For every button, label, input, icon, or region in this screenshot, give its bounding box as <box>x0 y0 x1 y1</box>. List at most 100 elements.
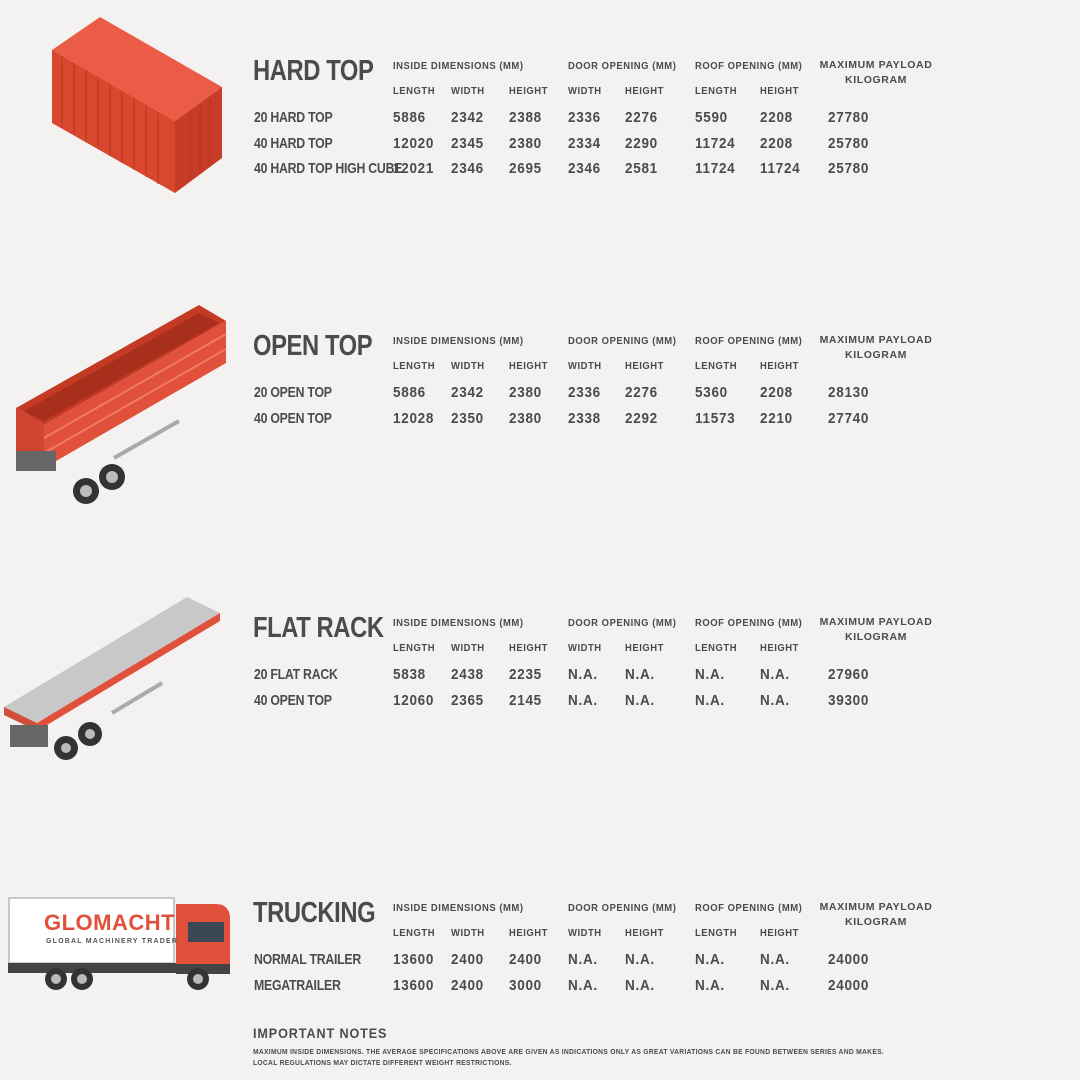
cell-value: 2438 <box>451 666 484 683</box>
cell-value: 2342 <box>451 384 484 401</box>
cell-value: N.A. <box>695 976 725 994</box>
cell-value: 12028 <box>393 409 435 427</box>
cell-value: 2581 <box>625 160 658 177</box>
cell-value: 24000 <box>828 976 870 994</box>
cell-value: 2338 <box>568 409 601 427</box>
cell-value: 27740 <box>828 409 870 427</box>
row-name: 40 HARD TOP <box>254 134 333 152</box>
notes-line-2: LOCAL REGULATIONS MAY DICTATE DIFFERENT … <box>253 1058 512 1067</box>
row-name: 20 HARD TOP <box>254 109 333 126</box>
header-max-payload: MAXIMUM PAYLOAD <box>819 334 933 346</box>
row-name: 40 HARD TOP HIGH CUBE <box>254 160 403 177</box>
cell-value: 2345 <box>451 134 484 152</box>
header-max-payload: MAXIMUM PAYLOAD <box>819 616 933 628</box>
section-title: OPEN TOP <box>253 330 373 362</box>
cell-value: 2350 <box>451 409 484 427</box>
section-title: TRUCKING <box>253 897 376 929</box>
cell-value: N.A. <box>625 951 655 968</box>
cell-value: 2400 <box>451 951 484 968</box>
cell-value: 11573 <box>695 409 736 427</box>
cell-value: 2400 <box>451 976 484 994</box>
subheader-height: HEIGHT <box>760 642 799 654</box>
header-payload-unit: KILOGRAM <box>845 916 907 928</box>
header-payload-unit: KILOGRAM <box>845 349 907 361</box>
cell-value: 12020 <box>393 134 435 152</box>
hard-top-container-icon <box>52 17 222 193</box>
cell-value: 2292 <box>625 409 658 427</box>
cell-value: N.A. <box>695 691 725 709</box>
cell-value: 5590 <box>695 109 728 126</box>
cell-value: 2276 <box>625 109 658 126</box>
cell-value: 39300 <box>828 691 870 709</box>
header-inside-dimensions: INSIDE DIMENSIONS (MM) <box>393 335 524 347</box>
cell-value: 2400 <box>509 951 542 968</box>
row-name: 20 OPEN TOP <box>254 384 332 401</box>
header-inside-dimensions: INSIDE DIMENSIONS (MM) <box>393 617 524 629</box>
subheader-height: HEIGHT <box>509 642 548 654</box>
header-max-payload: MAXIMUM PAYLOAD <box>819 59 933 71</box>
cell-value: 2346 <box>451 160 484 177</box>
subheader-length: LENGTH <box>393 85 436 97</box>
logo-brand: GLOMACHT <box>44 910 176 935</box>
subheader-length: LENGTH <box>695 85 738 97</box>
cell-value: 25780 <box>828 134 870 152</box>
cell-value: N.A. <box>568 951 598 968</box>
subheader-length: LENGTH <box>695 642 738 654</box>
cell-value: 2380 <box>509 409 542 427</box>
cell-value: N.A. <box>760 951 790 968</box>
cell-value: 11724 <box>760 160 801 177</box>
subheader-width: WIDTH <box>451 360 485 372</box>
cell-value: 3000 <box>509 976 542 994</box>
subheader-length: LENGTH <box>393 927 436 939</box>
subheader-length: LENGTH <box>695 927 738 939</box>
cell-value: N.A. <box>760 691 790 709</box>
header-inside-dimensions: INSIDE DIMENSIONS (MM) <box>393 60 524 72</box>
cell-value: N.A. <box>568 691 598 709</box>
cell-value: 11724 <box>695 134 736 152</box>
flat-rack-trailer-icon <box>4 597 220 760</box>
header-max-payload: MAXIMUM PAYLOAD <box>819 901 933 913</box>
header-door-opening: DOOR OPENING (MM) <box>568 335 677 347</box>
header-payload-unit: KILOGRAM <box>845 631 907 643</box>
header-inside-dimensions: INSIDE DIMENSIONS (MM) <box>393 902 524 914</box>
cell-value: 2388 <box>509 109 542 126</box>
subheader-length: LENGTH <box>393 642 436 654</box>
section-title: HARD TOP <box>253 55 374 87</box>
cell-value: 2290 <box>625 134 658 152</box>
cell-value: 13600 <box>393 951 435 968</box>
header-door-opening: DOOR OPENING (MM) <box>568 60 677 72</box>
cell-value: 2235 <box>509 666 542 683</box>
open-top-trailer-icon <box>16 305 227 504</box>
cell-value: 2336 <box>568 384 601 401</box>
cell-value: 13600 <box>393 976 435 994</box>
cell-value: N.A. <box>625 666 655 683</box>
subheader-width: WIDTH <box>568 642 602 654</box>
truck-illustration: GLOMACHT GLOBAL MACHINERY TRADER <box>8 896 233 996</box>
subheader-height: HEIGHT <box>760 85 799 97</box>
subheader-height: HEIGHT <box>625 360 664 372</box>
cell-value: N.A. <box>695 951 725 968</box>
cell-value: 2208 <box>760 134 793 152</box>
subheader-height: HEIGHT <box>625 927 664 939</box>
cell-value: N.A. <box>760 976 790 994</box>
cell-value: 2145 <box>509 691 542 709</box>
truck-icon <box>8 897 230 990</box>
row-name: 40 OPEN TOP <box>254 691 332 709</box>
notes-line-1: MAXIMUM INSIDE DIMENSIONS. THE AVERAGE S… <box>253 1047 885 1056</box>
cell-value: 2210 <box>760 409 793 427</box>
subheader-height: HEIGHT <box>509 360 548 372</box>
cell-value: 2336 <box>568 109 601 126</box>
notes-title: IMPORTANT NOTES <box>253 1025 388 1041</box>
cell-value: 28130 <box>828 384 870 401</box>
header-payload-unit: KILOGRAM <box>845 74 907 86</box>
header-roof-opening: ROOF OPENING (MM) <box>695 335 803 347</box>
subheader-height: HEIGHT <box>625 85 664 97</box>
subheader-height: HEIGHT <box>509 927 548 939</box>
subheader-width: WIDTH <box>568 360 602 372</box>
header-roof-opening: ROOF OPENING (MM) <box>695 617 803 629</box>
cell-value: 2380 <box>509 134 542 152</box>
cell-value: 11724 <box>695 160 736 177</box>
cell-value: 5886 <box>393 109 426 126</box>
logo-tagline: GLOBAL MACHINERY TRADER <box>46 938 179 945</box>
cell-value: 2695 <box>509 160 542 177</box>
